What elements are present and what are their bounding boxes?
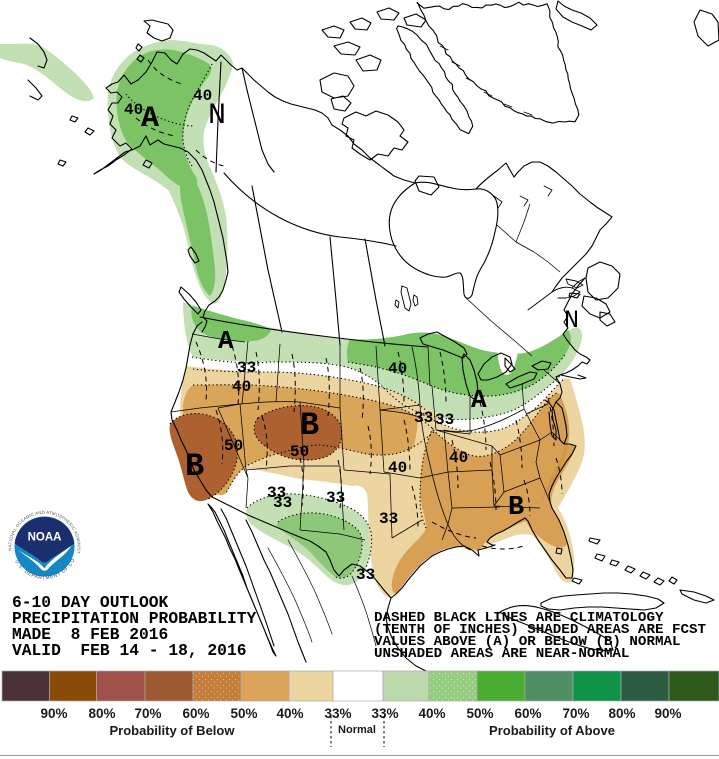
svg-text:33: 33 [237, 359, 256, 377]
svg-text:NOAA: NOAA [28, 532, 62, 544]
svg-text:60%: 60% [182, 706, 209, 721]
svg-text:40: 40 [388, 459, 407, 477]
svg-text:50: 50 [224, 437, 243, 455]
svg-text:Probability of Below: Probability of Below [110, 723, 236, 738]
svg-text:MADE 8 FEB 2016: MADE 8 FEB 2016 [12, 625, 168, 644]
svg-text:VALID FEB 14 - 18, 2016: VALID FEB 14 - 18, 2016 [12, 641, 247, 660]
svg-text:40: 40 [193, 87, 212, 105]
svg-text:33: 33 [414, 409, 433, 427]
svg-text:B: B [508, 493, 524, 523]
svg-text:UNSHADED AREAS ARE NEAR-NORMAL: UNSHADED AREAS ARE NEAR-NORMAL [374, 646, 629, 662]
svg-text:N: N [208, 99, 226, 133]
svg-text:33: 33 [326, 489, 345, 507]
svg-text:40: 40 [449, 449, 468, 467]
svg-text:PRECIPITATION PROBABILITY: PRECIPITATION PROBABILITY [12, 609, 256, 628]
svg-text:80%: 80% [88, 706, 115, 721]
svg-text:33: 33 [379, 510, 398, 528]
svg-text:90%: 90% [654, 706, 681, 721]
svg-text:33: 33 [273, 494, 292, 512]
svg-text:6-10 DAY OUTLOOK: 6-10 DAY OUTLOOK [12, 593, 169, 612]
svg-text:40: 40 [232, 378, 251, 396]
svg-text:60%: 60% [514, 706, 541, 721]
svg-text:33%: 33% [324, 706, 351, 721]
svg-text:80%: 80% [608, 706, 635, 721]
svg-text:A: A [471, 385, 487, 415]
svg-text:40: 40 [388, 360, 407, 378]
svg-text:40%: 40% [276, 706, 303, 721]
svg-text:B: B [185, 448, 204, 485]
svg-text:DASHED BLACK LINES ARE CLIMATO: DASHED BLACK LINES ARE CLIMATOLOGY [374, 610, 664, 626]
svg-text:90%: 90% [40, 706, 67, 721]
svg-text:VALUES ABOVE (A) OR BELOW (B): VALUES ABOVE (A) OR BELOW (B) NORMAL [374, 634, 681, 650]
svg-text:Probability of Above: Probability of Above [489, 723, 615, 738]
svg-text:40: 40 [124, 101, 143, 119]
svg-text:50%: 50% [466, 706, 493, 721]
svg-text:50: 50 [290, 443, 309, 461]
svg-text:A: A [218, 326, 234, 356]
svg-text:33: 33 [435, 411, 454, 429]
svg-text:50%: 50% [230, 706, 257, 721]
svg-text:A: A [141, 102, 159, 136]
svg-text:B: B [300, 407, 319, 444]
svg-text:33: 33 [267, 484, 286, 502]
svg-text:(TENTH OF INCHES) SHADED AREAS: (TENTH OF INCHES) SHADED AREAS ARE FCST [374, 622, 707, 638]
svg-text:70%: 70% [562, 706, 589, 721]
svg-text:70%: 70% [134, 706, 161, 721]
svg-text:Normal: Normal [338, 724, 376, 736]
svg-text:40%: 40% [418, 706, 445, 721]
svg-text:33%: 33% [371, 706, 398, 721]
svg-text:N: N [564, 306, 579, 335]
svg-text:33: 33 [356, 566, 375, 584]
